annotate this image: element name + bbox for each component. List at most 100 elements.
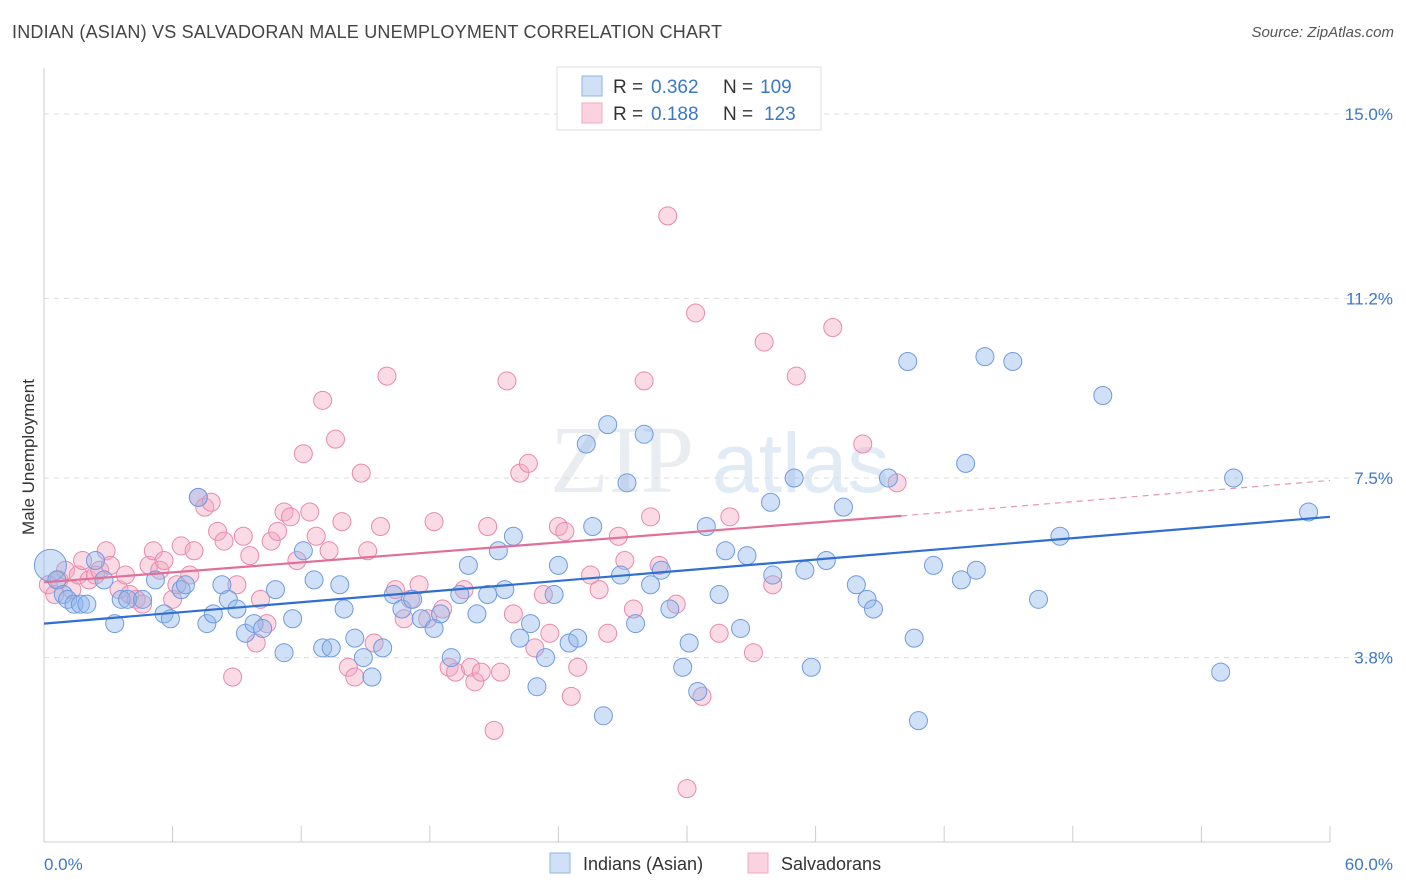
salvadoran-point bbox=[720, 507, 740, 527]
indian-point bbox=[568, 628, 588, 648]
indian-point bbox=[411, 609, 431, 629]
y-tick-labels: 3.8% 7.5% 11.2% 15.0% bbox=[1345, 105, 1393, 668]
indian-point bbox=[634, 424, 654, 444]
indian-point bbox=[467, 604, 487, 624]
legend: R = 0.362 N = 109 R = 0.188 N = 123 bbox=[556, 66, 822, 131]
salvadoran-point bbox=[240, 546, 260, 566]
salvadoran-point bbox=[280, 507, 300, 527]
indian-point bbox=[77, 594, 97, 614]
indian-point bbox=[345, 628, 365, 648]
indian-point bbox=[321, 638, 341, 658]
chart-title: INDIAN (ASIAN) VS SALVADORAN MALE UNEMPL… bbox=[12, 22, 723, 42]
salvadoran-point bbox=[227, 575, 247, 595]
salvadoran-point bbox=[208, 521, 228, 541]
indian-point bbox=[641, 575, 661, 595]
indian-point bbox=[846, 575, 866, 595]
indian-point bbox=[651, 560, 671, 580]
indian-point bbox=[1029, 589, 1049, 609]
legend-n-value-2: 123 bbox=[764, 104, 796, 125]
indian-point bbox=[111, 589, 131, 609]
salvadoran-point bbox=[743, 643, 763, 663]
salvadoran-trend-line bbox=[43, 514, 902, 584]
legend-n-label-1: N = bbox=[723, 77, 753, 98]
indian-point bbox=[503, 526, 523, 546]
x-tick-label-min: 0.0% bbox=[44, 855, 83, 874]
salvadoran-point bbox=[518, 453, 538, 473]
indian-point bbox=[94, 570, 114, 590]
salvadoran-point bbox=[325, 429, 345, 449]
salvadoran-point bbox=[274, 502, 294, 522]
indian-point bbox=[598, 415, 618, 435]
indian-point bbox=[544, 584, 564, 604]
salvadoran-point bbox=[394, 609, 414, 629]
salvadoran-point bbox=[561, 686, 581, 706]
bottom-legend-label-salvadorans: Salvadorans bbox=[781, 854, 881, 874]
indian-point bbox=[293, 541, 313, 561]
indian-point bbox=[70, 594, 90, 614]
indian-point bbox=[362, 667, 382, 687]
indian-point bbox=[133, 589, 153, 609]
salvadoran-point bbox=[351, 463, 371, 483]
indian-point bbox=[304, 570, 324, 590]
legend-r-label-1: R = bbox=[613, 77, 643, 98]
y-tick-label: 3.8% bbox=[1354, 649, 1393, 668]
indian-point bbox=[857, 589, 877, 609]
salvadoran-point bbox=[677, 779, 697, 799]
salvadoran-point bbox=[709, 623, 729, 643]
indian-point bbox=[283, 609, 303, 629]
salvadoran-point bbox=[246, 633, 266, 653]
indian-point bbox=[441, 648, 461, 668]
salvadoran-point bbox=[338, 657, 358, 677]
salvadoran-point bbox=[471, 662, 491, 682]
salvadoran-point bbox=[100, 555, 120, 575]
indian-trend-line bbox=[43, 515, 1331, 625]
watermark-atlas: atlas bbox=[712, 416, 889, 510]
indian-point bbox=[908, 711, 928, 731]
salvadoran-point bbox=[887, 473, 907, 493]
indian-point bbox=[716, 541, 736, 561]
salvadoran-point bbox=[358, 541, 378, 561]
legend-r-value-2: 0.188 bbox=[651, 104, 699, 125]
legend-n-value-1: 109 bbox=[760, 77, 792, 98]
indian-point bbox=[253, 618, 273, 638]
indian-point bbox=[583, 517, 603, 537]
indian-point bbox=[58, 589, 78, 609]
indian-point bbox=[593, 706, 613, 726]
bottom-legend-swatch-indians bbox=[549, 852, 571, 874]
salvadoran-point bbox=[313, 390, 333, 410]
axes bbox=[43, 68, 1331, 843]
indian-point bbox=[353, 648, 373, 668]
legend-r-label-2: R = bbox=[613, 104, 643, 125]
salvadoran-point bbox=[418, 609, 438, 629]
salvadoran-point bbox=[649, 555, 669, 575]
indian-point bbox=[118, 589, 138, 609]
indian-point bbox=[784, 468, 804, 488]
salvadoran-point bbox=[287, 550, 307, 570]
trend-lines bbox=[43, 479, 1331, 625]
indian-point bbox=[833, 497, 853, 517]
indian-point bbox=[1211, 662, 1231, 682]
indian-point bbox=[334, 599, 354, 619]
salvadoran-point bbox=[641, 507, 661, 527]
bottom-legend-label-indians: Indians (Asian) bbox=[583, 854, 703, 874]
y-tick-label: 7.5% bbox=[1354, 469, 1393, 488]
salvadoran-point bbox=[184, 541, 204, 561]
indian-point bbox=[274, 643, 294, 663]
salvadoran-point bbox=[364, 633, 384, 653]
gridlines bbox=[44, 113, 1392, 659]
salvadoran-point bbox=[598, 623, 618, 643]
indian-point bbox=[975, 347, 995, 367]
salvadorans-points bbox=[38, 206, 907, 799]
indian-point bbox=[203, 604, 223, 624]
indian-point bbox=[626, 614, 646, 634]
indian-point bbox=[536, 648, 556, 668]
salvadoran-point bbox=[171, 536, 191, 556]
salvadoran-point bbox=[465, 672, 485, 692]
indian-point bbox=[801, 657, 821, 677]
salvadoran-point bbox=[491, 662, 511, 682]
salvadoran-point bbox=[319, 541, 339, 561]
salvadoran-point bbox=[446, 662, 466, 682]
indian-point bbox=[373, 638, 393, 658]
salvadoran-point bbox=[503, 604, 523, 624]
